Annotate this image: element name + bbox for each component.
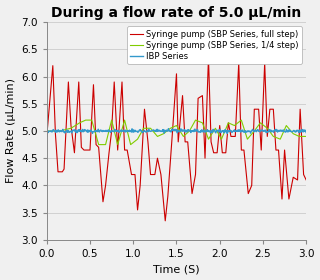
IBP Series [225,132,229,135]
IBP Series [45,128,49,131]
Syringe pump (SBP Series, 1/4 step) [116,143,120,146]
Legend: Syringe pump (SBP Series, full step), Syringe pump (SBP Series, 1/4 step), IBP S: Syringe pump (SBP Series, full step), Sy… [127,26,302,64]
Syringe pump (SBP Series, 1/4 step) [69,127,73,130]
Syringe pump (SBP Series, 1/4 step) [227,121,230,125]
Syringe pump (SBP Series, 1/4 step) [206,137,210,141]
X-axis label: Time (S): Time (S) [153,264,200,274]
Syringe pump (SBP Series, full step) [45,135,49,138]
Syringe pump (SBP Series, 1/4 step) [78,121,82,125]
Line: IBP Series: IBP Series [47,129,306,134]
Syringe pump (SBP Series, 1/4 step) [233,124,236,127]
IBP Series [299,129,303,132]
Syringe pump (SBP Series, 1/4 step) [148,127,152,130]
IBP Series [186,130,189,133]
Syringe pump (SBP Series, 1/4 step) [194,118,197,122]
Syringe pump (SBP Series, 1/4 step) [136,137,140,141]
Syringe pump (SBP Series, 1/4 step) [265,127,269,130]
Syringe pump (SBP Series, 1/4 step) [142,127,146,130]
IBP Series [169,129,172,132]
Syringe pump (SBP Series, 1/4 step) [278,137,282,141]
Syringe pump (SBP Series, 1/4 step) [90,118,94,122]
Syringe pump (SBP Series, 1/4 step) [271,135,275,138]
Syringe pump (SBP Series, full step) [163,219,167,223]
Title: During a flow rate of 5.0 μL/min: During a flow rate of 5.0 μL/min [51,6,302,20]
Syringe pump (SBP Series, 1/4 step) [304,135,308,138]
IBP Series [259,130,262,133]
Syringe pump (SBP Series, 1/4 step) [284,124,288,127]
Syringe pump (SBP Series, 1/4 step) [129,143,132,146]
Syringe pump (SBP Series, 1/4 step) [188,129,191,133]
Syringe pump (SBP Series, 1/4 step) [169,127,172,130]
Syringe pump (SBP Series, 1/4 step) [181,135,185,138]
Syringe pump (SBP Series, 1/4 step) [213,127,217,130]
Syringe pump (SBP Series, 1/4 step) [297,135,301,138]
Syringe pump (SBP Series, 1/4 step) [259,121,262,125]
Syringe pump (SBP Series, 1/4 step) [174,124,178,127]
Syringe pump (SBP Series, full step) [242,148,246,152]
Syringe pump (SBP Series, 1/4 step) [162,132,165,136]
Syringe pump (SBP Series, 1/4 step) [84,118,88,122]
Syringe pump (SBP Series, 1/4 step) [291,132,295,136]
Syringe pump (SBP Series, 1/4 step) [220,137,223,141]
Syringe pump (SBP Series, full step) [304,178,308,182]
Line: Syringe pump (SBP Series, full step): Syringe pump (SBP Series, full step) [47,57,306,221]
Syringe pump (SBP Series, full step) [215,151,219,155]
Y-axis label: Flow Rate (μL/min): Flow Rate (μL/min) [5,78,16,183]
Syringe pump (SBP Series, 1/4 step) [110,118,114,122]
Syringe pump (SBP Series, full step) [206,56,210,59]
Syringe pump (SBP Series, 1/4 step) [156,135,159,138]
IBP Series [166,127,170,130]
IBP Series [200,128,204,131]
Syringe pump (SBP Series, 1/4 step) [201,121,204,125]
Syringe pump (SBP Series, 1/4 step) [245,137,249,141]
Syringe pump (SBP Series, full step) [263,61,267,65]
Syringe pump (SBP Series, 1/4 step) [239,118,243,122]
Syringe pump (SBP Series, full step) [283,148,286,152]
Syringe pump (SBP Series, 1/4 step) [252,129,256,133]
Syringe pump (SBP Series, 1/4 step) [45,129,49,133]
Line: Syringe pump (SBP Series, 1/4 step): Syringe pump (SBP Series, 1/4 step) [47,120,306,144]
Syringe pump (SBP Series, 1/4 step) [97,143,100,146]
IBP Series [170,127,174,131]
Syringe pump (SBP Series, 1/4 step) [58,129,62,133]
Syringe pump (SBP Series, full step) [194,173,197,176]
IBP Series [304,131,308,134]
Syringe pump (SBP Series, full step) [274,148,278,152]
Syringe pump (SBP Series, 1/4 step) [104,143,108,146]
Syringe pump (SBP Series, 1/4 step) [123,118,126,122]
